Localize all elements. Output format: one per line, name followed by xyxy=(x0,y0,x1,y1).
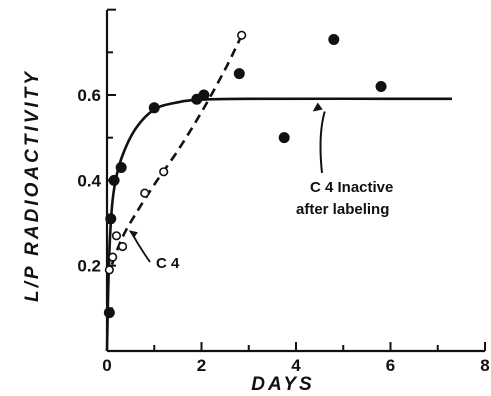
c4-inactive-arrow-head xyxy=(312,102,323,112)
open-data-point xyxy=(159,167,169,177)
c4-inactive-label-line2: after labeling xyxy=(296,201,389,218)
filled-data-point xyxy=(115,162,127,174)
filled-data-point xyxy=(198,89,210,101)
open-data-point xyxy=(237,30,247,40)
x-tick-label: 2 xyxy=(197,356,206,375)
filled-data-point xyxy=(375,80,387,92)
y-tick-label: 0.2 xyxy=(77,257,101,276)
filled-data-point xyxy=(108,174,120,186)
axes: 0 2 4 6 8 0.2 0.4 0.6 DAYS L/P RADIOACTIVITY xyxy=(22,8,490,395)
y-tick-label: 0.4 xyxy=(77,171,101,190)
c4-inactive-label-line1: C 4 Inactive xyxy=(310,179,393,196)
x-tick-label: 8 xyxy=(480,356,489,375)
open-data-point xyxy=(111,231,122,241)
c4-inactive-arrow-line xyxy=(319,111,326,174)
filled-data-point xyxy=(148,102,160,114)
filled-data-point xyxy=(105,213,117,225)
open-data-point xyxy=(104,265,114,275)
solid-fit-curve xyxy=(105,97,452,352)
annotations: C 4 C 4 Inactive after labeling xyxy=(128,102,393,272)
fit-curves xyxy=(105,34,452,352)
c4-label: C 4 xyxy=(156,255,180,272)
filled-data-point xyxy=(103,307,115,319)
open-data-point xyxy=(140,188,150,198)
y-axis-title: L/P RADIOACTIVITY xyxy=(22,69,43,302)
dashed-fit-curve xyxy=(105,34,243,279)
c4-arrow-head xyxy=(128,230,138,239)
x-tick-label: 6 xyxy=(386,356,395,375)
x-tick-label: 4 xyxy=(291,356,301,375)
x-tick-label: 0 xyxy=(102,356,111,375)
data-points xyxy=(103,30,387,319)
filled-data-point xyxy=(278,132,290,144)
open-data-point xyxy=(108,252,118,262)
filled-data-point xyxy=(233,68,245,80)
filled-data-point xyxy=(328,34,340,46)
x-axis-title: DAYS xyxy=(251,374,314,395)
open-data-point xyxy=(117,241,128,252)
y-tick-label: 0.6 xyxy=(77,86,101,105)
